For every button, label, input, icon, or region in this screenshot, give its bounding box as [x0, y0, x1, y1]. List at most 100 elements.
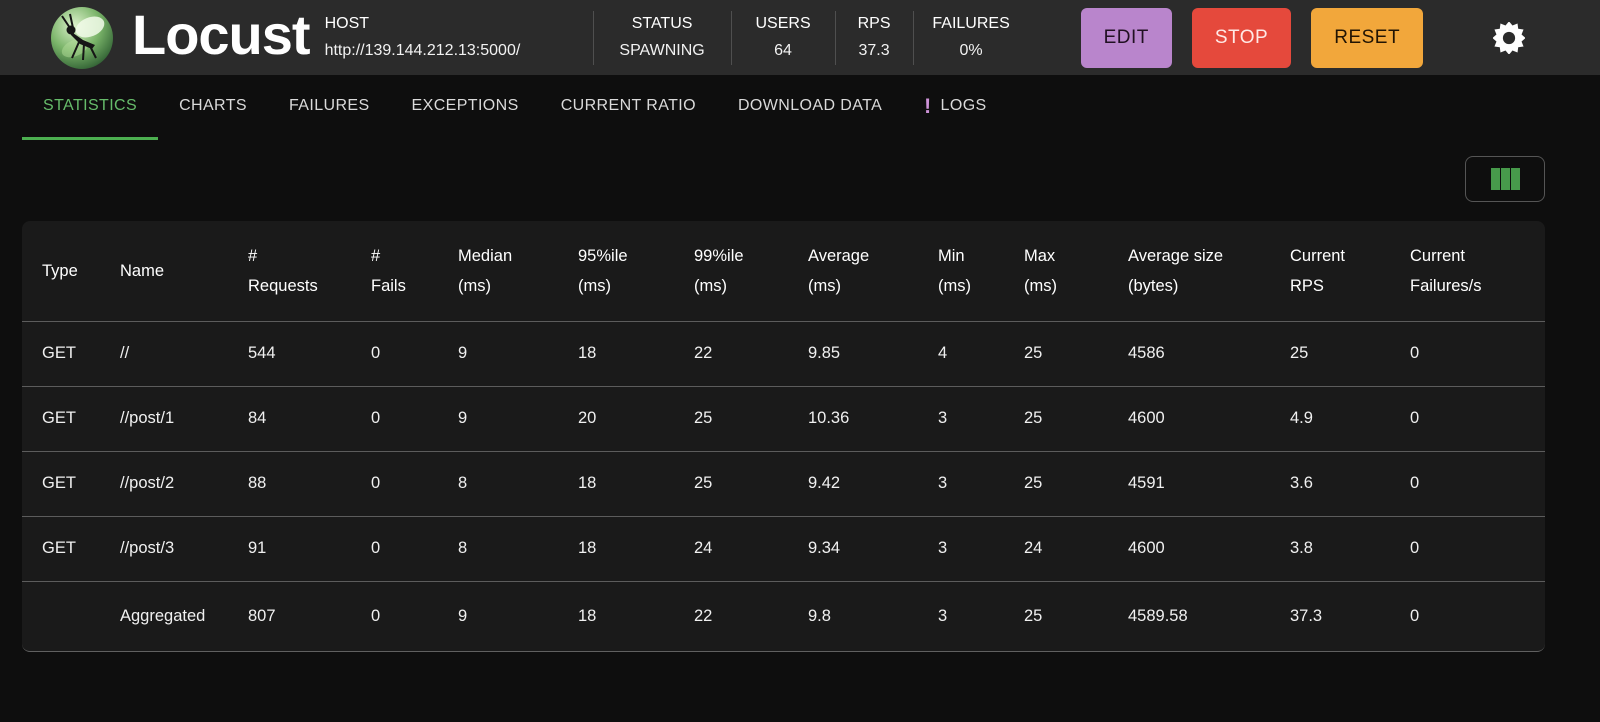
- table-cell: 25: [1290, 320, 1410, 386]
- table-cell: 24: [694, 515, 808, 581]
- table-cell: 25: [1024, 320, 1128, 386]
- table-header-row: Type Name # Requests # Fails Median (ms) 95%i…: [22, 221, 1545, 321]
- table-cell: 25: [694, 450, 808, 516]
- table-cell: 20: [578, 385, 694, 451]
- table-cell: //post/1: [120, 385, 248, 451]
- table-cell: 4600: [1128, 385, 1290, 451]
- column-header[interactable]: Current RPS: [1290, 246, 1346, 295]
- main-content: Type Name # Requests # Fails Median (ms) 95%i…: [0, 156, 1600, 652]
- edit-button[interactable]: EDIT: [1080, 7, 1172, 68]
- table-cell: 25: [1024, 450, 1128, 516]
- table-cell: 84: [248, 385, 371, 451]
- column-header[interactable]: Current Failures/s: [1410, 246, 1482, 295]
- statistics-table: Type Name # Requests # Fails Median (ms) 95%i…: [22, 221, 1545, 651]
- tab-label: EXCEPTIONS: [411, 97, 519, 114]
- column-header[interactable]: Name: [120, 261, 165, 280]
- tab-label: FAILURES: [288, 97, 370, 114]
- table-cell: 18: [578, 580, 694, 651]
- table-cell: 4600: [1128, 515, 1290, 581]
- table-cell: 0: [1410, 580, 1545, 651]
- table-cell: 0: [1410, 515, 1545, 581]
- column-header[interactable]: # Fails: [371, 246, 406, 295]
- stat-host: HOST http://139.144.212.13:5000/: [325, 15, 593, 60]
- table-cell: 8: [458, 450, 578, 516]
- view-columns-icon: [1490, 168, 1520, 190]
- table-cell: 807: [248, 580, 371, 651]
- table-cell: 9.42: [808, 450, 938, 516]
- stop-button[interactable]: STOP: [1191, 7, 1292, 68]
- settings-button[interactable]: [1492, 20, 1526, 55]
- table-cell: 9: [458, 320, 578, 386]
- table-toolbar: [22, 156, 1545, 202]
- table-cell: 4.9: [1290, 385, 1410, 451]
- table-cell: 4: [938, 320, 1024, 386]
- stat-value: 0%: [959, 42, 983, 59]
- column-header[interactable]: Median (ms): [458, 246, 513, 295]
- tab-label: DOWNLOAD DATA: [737, 97, 883, 114]
- table-cell: 22: [694, 320, 808, 386]
- tab-download-data[interactable]: DOWNLOAD DATA: [717, 75, 903, 140]
- table-row: GET//post/1 84 0 9 20 25 10.36 3 25 4600 4.9 0: [22, 385, 1545, 451]
- table-cell: 544: [248, 320, 371, 386]
- table-cell: 0: [1410, 450, 1545, 516]
- stat-users: USERS 64: [732, 15, 835, 60]
- stat-label: FAILURES: [932, 15, 1010, 32]
- table-cell: 10.36: [808, 385, 938, 451]
- column-header[interactable]: Average size (bytes): [1128, 246, 1224, 295]
- table-cell: 0: [1410, 385, 1545, 451]
- tab-failures[interactable]: FAILURES: [268, 75, 391, 140]
- column-header[interactable]: # Requests: [248, 246, 318, 295]
- stat-status: STATUS SPAWNING: [594, 15, 731, 60]
- stat-divider: [834, 10, 836, 65]
- stat-rps: RPS 37.3: [836, 15, 913, 60]
- table-cell: 37.3: [1290, 580, 1410, 651]
- reset-button[interactable]: RESET: [1311, 7, 1424, 68]
- table-cell: 9.85: [808, 320, 938, 386]
- locust-logo: [50, 6, 114, 70]
- stat-divider: [592, 10, 594, 65]
- tab-label: LOGS: [940, 97, 987, 114]
- column-header[interactable]: Average (ms): [808, 246, 870, 295]
- table-cell: 22: [694, 580, 808, 651]
- column-header[interactable]: Max (ms): [1024, 246, 1057, 295]
- gear-icon: [1492, 20, 1526, 55]
- stat-divider: [730, 10, 732, 65]
- table-cell: [22, 580, 120, 651]
- tab-logs[interactable]: ! LOGS: [903, 75, 1007, 140]
- tab-bar: STATISTICS CHARTS FAILURES EXCEPTIONS CURREN…: [0, 75, 1600, 140]
- table-cell: 3: [938, 580, 1024, 651]
- table-cell: 0: [371, 385, 458, 451]
- stat-value: SPAWNING: [619, 42, 705, 59]
- stat-value: 64: [774, 42, 792, 59]
- column-header[interactable]: Min (ms): [938, 246, 971, 295]
- table-cell: 9.8: [808, 580, 938, 651]
- tab-statistics[interactable]: STATISTICS: [22, 75, 159, 140]
- table-cell: 3: [938, 515, 1024, 581]
- stat-label: STATUS: [631, 15, 693, 32]
- stat-label: RPS: [857, 15, 891, 32]
- column-header[interactable]: 95%ile (ms): [578, 246, 628, 295]
- table-row: GET//544 0 9 18 22 9.85 4 25 4586 25 0: [22, 320, 1545, 386]
- tab-current-ratio[interactable]: CURRENT RATIO: [540, 75, 717, 140]
- table-cell: 8: [458, 515, 578, 581]
- table-cell: 24: [1024, 515, 1128, 581]
- tab-label: CURRENT RATIO: [560, 97, 696, 114]
- column-selector-button[interactable]: [1465, 156, 1545, 202]
- table-cell: 0: [371, 450, 458, 516]
- table-cell: 9: [458, 385, 578, 451]
- column-header[interactable]: Type: [42, 261, 78, 280]
- table-cell: 0: [1410, 320, 1545, 386]
- table-cell: 4589.58: [1128, 580, 1290, 651]
- stat-value: http://139.144.212.13:5000/: [324, 42, 521, 59]
- tab-exceptions[interactable]: EXCEPTIONS: [391, 75, 540, 140]
- tab-label: CHARTS: [179, 97, 247, 114]
- table-cell: 3.8: [1290, 515, 1410, 581]
- header-buttons: EDIT STOP RESET: [1080, 7, 1424, 68]
- table-cell: 3: [938, 450, 1024, 516]
- stat-value: 37.3: [858, 42, 890, 59]
- table-cell: //post/2: [120, 450, 248, 516]
- table-cell: 18: [578, 450, 694, 516]
- table-cell: 25: [1024, 580, 1128, 651]
- tab-charts[interactable]: CHARTS: [158, 75, 268, 140]
- column-header[interactable]: 99%ile (ms): [694, 246, 744, 295]
